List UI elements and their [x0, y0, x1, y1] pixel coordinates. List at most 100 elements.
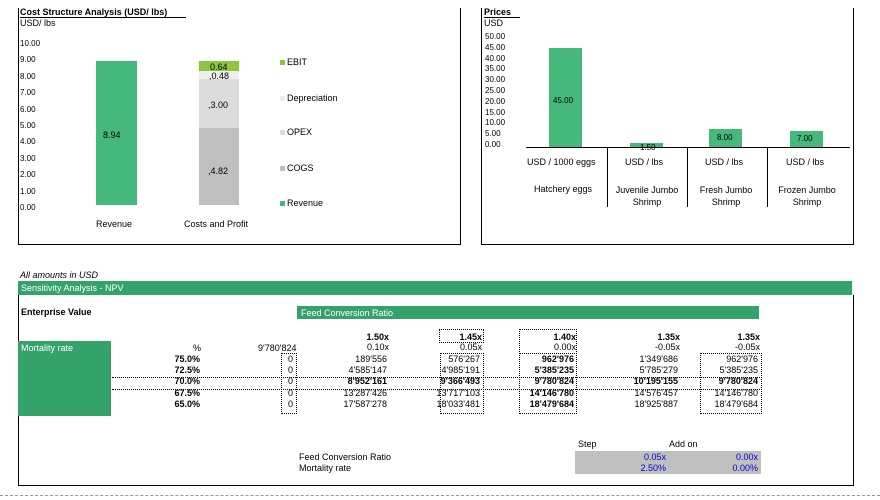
corner-percent: % — [193, 343, 202, 353]
revenue-bar-label: 8.94 — [103, 130, 121, 140]
cost-ytick: 1.00 — [20, 186, 36, 196]
fcr-column-header: 1.45x — [459, 332, 482, 342]
price-ytick: 10.00 — [485, 118, 506, 128]
price-axis-tick-1 — [607, 147, 608, 207]
cost-ytick: 4.00 — [20, 137, 36, 147]
mortality-rate-label: Mortality rate — [21, 343, 74, 353]
cost-category-costs: Costs and Profit — [184, 219, 249, 229]
opex-bar — [199, 79, 239, 128]
npv-cell: 14'576'457 — [634, 387, 678, 398]
npv-cell: 8'952'161 — [347, 376, 387, 387]
price-axis-line — [526, 147, 850, 148]
npv-cell: 4'585'147 — [348, 365, 387, 376]
price-bar-juvenile-shrimp — [630, 143, 663, 147]
npv-cell: 9'780'824 — [718, 376, 758, 387]
npv-cell: 13'287'426 — [343, 387, 387, 398]
opex-bar-label: ,3.00 — [208, 100, 229, 110]
legend-ebit: EBIT — [280, 57, 307, 67]
price-name-frozen-shrimp: Frozen Jumbo Shrimp — [778, 185, 836, 207]
cost-chart-title: Cost Structure Analysis (USD/ lbs) — [20, 7, 168, 17]
price-bar-label-frozen-shrimp: 7.00 — [797, 134, 813, 143]
legend-opex-label: OPEX — [287, 127, 313, 137]
col-145-box — [440, 353, 484, 414]
zero-cell: 0 — [287, 398, 293, 409]
cogs-bar — [199, 128, 239, 205]
zero-cell: 0 — [287, 387, 293, 398]
fcr-column-header: 1.35x — [737, 332, 760, 342]
mort-addon-input[interactable]: 0.00% — [732, 463, 758, 473]
fcr-delta: 0.00x — [553, 342, 576, 352]
price-axis-tick-3 — [767, 147, 768, 207]
price-ytick: 45.00 — [485, 42, 506, 52]
price-bar-frozen-shrimp — [790, 131, 823, 147]
price-bar-label-juvenile-shrimp: 1.50 — [640, 143, 656, 152]
zero-cell: 0 — [287, 376, 293, 387]
price-bar-label-fresh-shrimp: 8.00 — [717, 133, 733, 142]
fcr-column-header: 1.40x — [553, 332, 576, 342]
zero-cell: 0 — [287, 354, 293, 364]
cost-ytick: 9.00 — [20, 55, 36, 65]
cost-ytick: 7.00 — [20, 88, 36, 98]
cost-ytick: 10.00 — [20, 39, 41, 48]
price-ytick: 30.00 — [485, 75, 506, 85]
npv-cell: 14'146'780 — [529, 387, 574, 398]
npv-cell: 10'195'155 — [633, 376, 678, 387]
price-name-juvenile-shrimp: Juvenile Jumbo Shrimp — [615, 185, 679, 207]
step-input-block — [575, 451, 761, 474]
page-bottom-dashes — [0, 495, 880, 496]
fcr-header-label: Feed Conversion Ratio — [301, 308, 394, 318]
npv-cell: 14'146'780 — [714, 387, 758, 398]
npv-cell: 18'479'684 — [529, 398, 574, 409]
prices-chart-unit: USD — [484, 18, 504, 28]
npv-cell: 17'587'278 — [343, 398, 387, 409]
corner-value: 9'780'824 — [258, 343, 297, 353]
fcr-param-label: Feed Conversion Ratio — [299, 452, 392, 462]
price-unit-hatchery-eggs: USD / 1000 eggs — [527, 157, 596, 167]
price-unit-frozen-shrimp: USD / lbs — [786, 157, 825, 167]
fcr-addon-input[interactable]: 0.00x — [735, 452, 758, 462]
price-axis-tick-2 — [687, 147, 688, 207]
fcr-delta: 0.05x — [459, 342, 482, 352]
price-ytick: 50.00 — [485, 32, 506, 41]
fcr-delta: -0.05x — [734, 342, 760, 352]
price-unit-fresh-shrimp: USD / lbs — [705, 157, 744, 167]
price-ytick: 0.00 — [485, 140, 501, 149]
price-ytick: 35.00 — [485, 64, 506, 74]
depreciation-bar — [199, 71, 239, 79]
fcr-delta: -0.05x — [654, 342, 680, 352]
cost-chart-unit: USD/ lbs — [20, 18, 56, 28]
fcr-header-bar — [297, 306, 759, 319]
mortality-rate-value: 65.0% — [174, 398, 200, 409]
npv-cell: 13'717'103 — [436, 387, 480, 398]
legend-ebit-label: EBIT — [287, 57, 308, 67]
price-bar-hatchery-eggs — [549, 48, 582, 147]
legend-depreciation-label: Depreciation — [287, 93, 338, 103]
price-ytick: 20.00 — [485, 96, 506, 106]
legend-cogs: COGS — [280, 163, 314, 173]
prices-chart-title: Prices — [484, 7, 512, 17]
revenue-bar — [96, 61, 137, 205]
fcr-step-input[interactable]: 0.05x — [643, 452, 666, 462]
fcr-column-header: 1.50x — [366, 332, 389, 342]
amounts-note: All amounts in USD — [20, 270, 99, 280]
fcr-column-header: 1.35x — [657, 332, 680, 342]
fcr-delta: 0.10x — [366, 342, 389, 352]
zero-cell: 0 — [287, 365, 293, 376]
npv-cell: 189'556 — [355, 354, 387, 364]
npv-cell: 9'366'493 — [440, 376, 480, 387]
cost-structure-panel — [18, 8, 461, 245]
legend-revenue-label: Revenue — [287, 198, 324, 208]
price-name-hatchery-eggs: Hatchery eggs — [534, 184, 593, 194]
ebit-bar-label: 0.64 — [210, 62, 228, 72]
sensitivity-title: Sensitivity Analysis - NPV — [21, 283, 124, 293]
cost-title-underline — [20, 17, 186, 18]
mort-step-input[interactable]: 2.50% — [640, 463, 666, 473]
legend-cogs-label: COGS — [287, 163, 314, 173]
npv-cell: 9'780'824 — [534, 376, 574, 387]
addon-header: Add on — [669, 439, 698, 449]
col-135b-box — [700, 353, 762, 414]
ebit-bar — [199, 61, 239, 71]
cost-ytick: 6.00 — [20, 104, 36, 114]
price-ytick: 15.00 — [485, 107, 506, 117]
prices-panel — [481, 8, 854, 245]
